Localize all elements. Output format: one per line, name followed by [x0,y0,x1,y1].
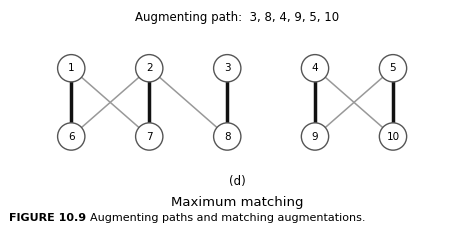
Text: 2: 2 [146,63,153,73]
Text: 8: 8 [224,131,230,142]
Circle shape [379,123,407,150]
Circle shape [301,55,328,82]
Circle shape [58,55,85,82]
Text: Maximum matching: Maximum matching [171,196,303,209]
Circle shape [136,123,163,150]
Text: Augmenting path:  3, 8, 4, 9, 5, 10: Augmenting path: 3, 8, 4, 9, 5, 10 [135,11,339,24]
Text: FIGURE 10.9: FIGURE 10.9 [9,213,87,223]
Circle shape [301,123,328,150]
Text: 7: 7 [146,131,153,142]
Text: 10: 10 [386,131,400,142]
Circle shape [136,55,163,82]
Text: 6: 6 [68,131,74,142]
Text: 4: 4 [312,63,319,73]
Text: Augmenting paths and matching augmentations.: Augmenting paths and matching augmentati… [83,213,365,223]
Circle shape [379,55,407,82]
Circle shape [214,123,241,150]
Text: 1: 1 [68,63,74,73]
Text: 9: 9 [312,131,319,142]
Text: 5: 5 [390,63,396,73]
Text: (d): (d) [228,176,246,189]
Text: 3: 3 [224,63,230,73]
Circle shape [214,55,241,82]
Circle shape [58,123,85,150]
